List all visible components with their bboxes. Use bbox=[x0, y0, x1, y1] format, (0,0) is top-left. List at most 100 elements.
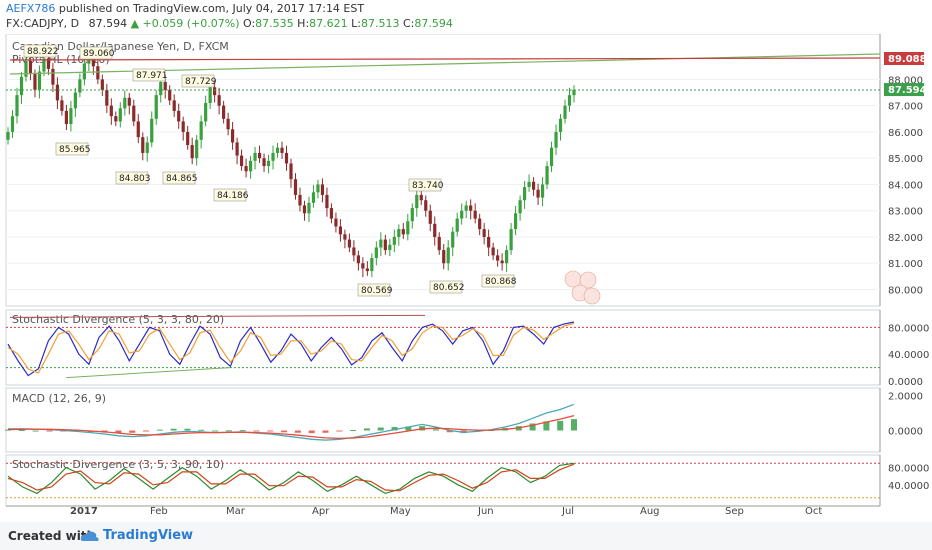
candle-body bbox=[505, 250, 509, 264]
candle-body bbox=[311, 192, 316, 203]
candle-body bbox=[154, 95, 158, 119]
candle-body bbox=[78, 79, 82, 93]
price-tick-label: 82.000 bbox=[888, 233, 923, 244]
candle-body bbox=[325, 194, 329, 209]
candle-body bbox=[316, 184, 320, 193]
open-value: 87.535 bbox=[255, 17, 294, 30]
macd-histogram-bar bbox=[432, 429, 439, 431]
candle-body bbox=[73, 92, 77, 109]
candle-body bbox=[239, 155, 244, 167]
tradingview-cloud-icon bbox=[80, 531, 99, 541]
macd-histogram-bar bbox=[267, 430, 274, 432]
stoch1-tick-label: 80.0000 bbox=[888, 323, 929, 334]
close-label: C: bbox=[403, 17, 415, 30]
candle-body bbox=[446, 247, 450, 264]
candle-body bbox=[69, 108, 73, 125]
candle-body bbox=[558, 118, 563, 132]
macd-histogram-bar bbox=[212, 430, 219, 432]
candle-body bbox=[37, 71, 42, 90]
candle-body bbox=[298, 194, 302, 206]
candle-body bbox=[388, 244, 392, 251]
candle-body bbox=[347, 239, 351, 248]
candle-body bbox=[478, 218, 482, 230]
candle-body bbox=[536, 189, 540, 198]
pane-frame-2 bbox=[5, 387, 881, 453]
low-value: 87.513 bbox=[361, 17, 400, 30]
stoch2-title: Stochastic Divergence (3, 5, 3, 90, 10) bbox=[12, 458, 224, 471]
candle-body bbox=[55, 84, 60, 101]
published-text: published on TradingView.com, July 04, 2… bbox=[58, 2, 365, 15]
candle-body bbox=[491, 247, 495, 256]
macd-histogram-bar bbox=[115, 430, 122, 434]
candle-body bbox=[572, 89, 576, 96]
candle-body bbox=[280, 147, 284, 153]
candle-body bbox=[527, 181, 531, 188]
candle-body bbox=[150, 118, 154, 143]
macd-series-1 bbox=[7, 414, 575, 440]
macd-histogram-bar bbox=[322, 430, 329, 433]
candle-body bbox=[145, 142, 149, 153]
candle-body bbox=[136, 121, 140, 138]
macd-histogram-bar bbox=[18, 429, 25, 431]
candle-body bbox=[257, 152, 262, 159]
author-link[interactable]: AEFX786 bbox=[6, 2, 56, 15]
candle-body bbox=[15, 95, 19, 117]
candle-body bbox=[284, 152, 289, 164]
candle-body bbox=[518, 200, 522, 214]
candle-body bbox=[554, 131, 558, 148]
tradingview-brand[interactable]: TradingView bbox=[103, 528, 194, 543]
pivot-low-box bbox=[55, 142, 89, 156]
candle-body bbox=[271, 152, 275, 161]
candle-body bbox=[451, 231, 455, 248]
candle-body bbox=[410, 208, 414, 222]
candle-body bbox=[96, 66, 100, 80]
candle-body bbox=[262, 158, 266, 167]
price-tick-label: 84.000 bbox=[888, 180, 923, 191]
candle-body bbox=[370, 257, 374, 272]
chart-header: AEFX786 published on TradingView.com, Ju… bbox=[0, 0, 932, 34]
candle-body bbox=[406, 221, 410, 235]
price-tick-label: 86.000 bbox=[888, 128, 923, 139]
current-price-tag bbox=[884, 83, 924, 97]
pivot-low-label: 84.865 bbox=[166, 174, 198, 184]
current-price-label: 87.594 bbox=[888, 85, 927, 96]
candle-body bbox=[60, 100, 64, 111]
price-tick-label: 85.000 bbox=[888, 154, 923, 165]
event-marker-icon bbox=[564, 270, 582, 288]
pivot-high-box bbox=[23, 44, 57, 58]
chart-canvas[interactable]: 88.000 87.000 86.000 85.000 84.000 83.000 82.0… bbox=[0, 34, 932, 522]
pivot-low-label: 84.186 bbox=[217, 191, 249, 201]
stoch2-series-1 bbox=[7, 463, 575, 492]
candle-body bbox=[397, 229, 401, 237]
candle-body bbox=[105, 89, 109, 106]
candle-body bbox=[433, 223, 437, 237]
candle-body bbox=[540, 184, 545, 198]
pivot-high-box bbox=[132, 68, 166, 82]
time-tick-label: Aug bbox=[640, 506, 660, 517]
candle-body bbox=[383, 239, 387, 251]
time-tick-label: Jun bbox=[477, 506, 494, 517]
candle-body bbox=[217, 95, 221, 106]
candle-body bbox=[419, 194, 423, 201]
macd-histogram-bar bbox=[571, 419, 577, 431]
time-tick-label: Apr bbox=[312, 506, 330, 517]
candle-body bbox=[231, 129, 235, 143]
candle-body bbox=[514, 213, 518, 230]
candle-body bbox=[172, 100, 176, 111]
macd-histogram-bar bbox=[391, 427, 398, 431]
candle-body bbox=[545, 166, 549, 185]
publish-info: AEFX786 published on TradingView.com, Ju… bbox=[6, 2, 364, 16]
candle-body bbox=[464, 205, 468, 211]
time-tick-label: Jul bbox=[561, 506, 574, 517]
candle-body bbox=[42, 58, 46, 72]
high-value: 87.621 bbox=[309, 17, 348, 30]
last-price: 87.594 bbox=[88, 17, 128, 30]
time-tick-label: Sep bbox=[725, 506, 744, 517]
macd-histogram-bar bbox=[363, 428, 370, 431]
candle-body bbox=[100, 79, 104, 90]
macd-histogram-bar bbox=[377, 427, 384, 431]
macd-histogram-bar bbox=[294, 430, 301, 433]
macd-histogram-bar bbox=[336, 430, 343, 432]
candle-body bbox=[213, 87, 217, 96]
pivot-low-box bbox=[115, 171, 149, 185]
